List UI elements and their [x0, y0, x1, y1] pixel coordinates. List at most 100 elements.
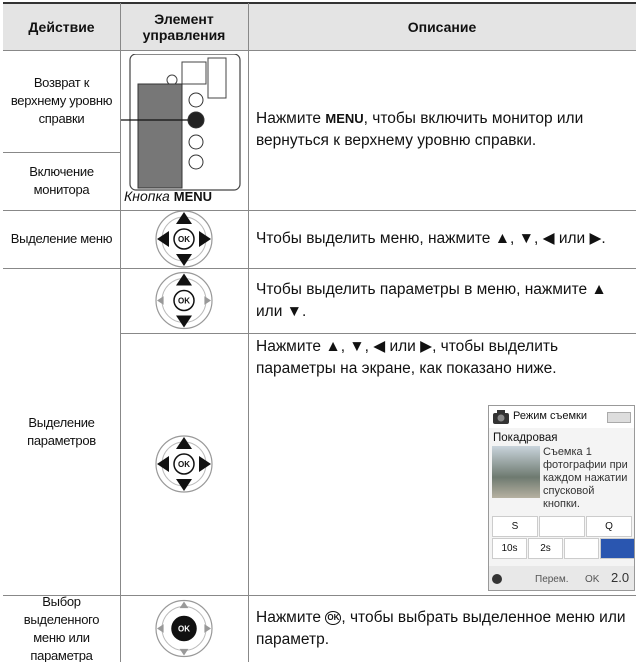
footer-value: 2.0	[611, 570, 630, 585]
arrow	[157, 296, 164, 305]
description: Чтобы выделить меню, нажмите ▲, ▼, ◀ или…	[256, 230, 606, 247]
camera-icon	[493, 410, 509, 424]
footer-label: OK	[585, 574, 600, 585]
ok-label: OK	[178, 297, 190, 306]
arrow	[204, 624, 211, 633]
arrow	[176, 437, 192, 449]
rule	[3, 2, 636, 4]
description-cell: Чтобы выделить параметры в меню, нажмите…	[248, 268, 636, 333]
screen-photo	[492, 446, 540, 498]
arrow	[176, 273, 192, 286]
arrow	[179, 648, 189, 656]
text: Нажмите ▲, ▼, ◀ или ▶, чтобы выделить па…	[256, 338, 559, 377]
ok-label: OK	[178, 235, 190, 244]
rule	[248, 3, 249, 662]
ok-symbol: OK	[325, 610, 342, 625]
arrow	[176, 212, 192, 224]
ok-button	[173, 453, 195, 475]
arrow	[176, 479, 192, 491]
battery	[607, 412, 631, 423]
arrow	[157, 231, 169, 247]
arrow	[199, 456, 211, 472]
multi-selector: OK	[155, 435, 213, 493]
screen-icon: 10s	[492, 538, 527, 559]
footer-label: Перем.	[535, 574, 569, 585]
description-cell: Нажмите MENU, чтобы включить монитор или…	[248, 50, 636, 210]
screen-title: Режим съемки	[513, 410, 587, 422]
caption-button: MENU	[173, 189, 213, 204]
header-cell: Описание	[248, 3, 636, 50]
help-icon	[492, 574, 502, 584]
action: Выделение параметров	[27, 414, 96, 448]
description: Чтобы выделить параметры в меню, нажмите…	[256, 280, 607, 320]
rule	[3, 210, 636, 211]
control-cell: Кнопка MENU	[120, 50, 248, 210]
screen-icon	[564, 538, 599, 559]
rule	[120, 333, 636, 334]
text: , чтобы выбрать выделенное меню или пара…	[256, 608, 626, 648]
screen-icons: S Q 10s 2s	[491, 516, 634, 560]
caption-text: Кнопка	[124, 188, 170, 204]
control-cell: OK	[120, 210, 248, 268]
action-cell: Выделение параметров	[3, 268, 120, 595]
button-name: MENU	[325, 111, 364, 126]
rule	[3, 595, 636, 596]
rule	[3, 268, 636, 269]
text: Нажмите	[256, 608, 326, 626]
header-description: Описание	[407, 18, 477, 35]
camera-illustration	[120, 54, 241, 191]
ok-button	[171, 615, 197, 642]
camera-button	[187, 111, 205, 129]
camera-part	[181, 61, 207, 85]
camera-button	[188, 92, 204, 108]
header-cell: Элемент управления	[120, 3, 248, 50]
rule	[120, 3, 121, 662]
screen-icon: S	[492, 516, 538, 537]
icon-shape	[497, 410, 505, 414]
arrow	[179, 601, 189, 609]
rule	[3, 152, 120, 153]
camera-screen	[137, 83, 183, 189]
action-cell: Возврат к верхнему уровню справки	[3, 50, 120, 152]
screen-mode: Покадровая	[493, 432, 558, 444]
icon-shape	[497, 414, 505, 422]
header-control: Элемент управления	[142, 10, 226, 43]
arrow	[157, 456, 169, 472]
description-cell: Чтобы выделить меню, нажмите ▲, ▼, ◀ или…	[248, 210, 636, 268]
action-cell: Выбор выделенного меню или параметра	[3, 594, 120, 662]
ok-label: OK	[178, 460, 190, 469]
header-cell: Действие	[3, 3, 120, 50]
screen-mockup: Режим съемки Покадровая Съемка 1 фотогра…	[488, 405, 635, 591]
multi-selector: OK	[155, 271, 213, 330]
action: Включение монитора	[29, 164, 94, 197]
action: Выделение меню	[10, 231, 113, 246]
arrow	[176, 315, 192, 328]
multi-selector: OK	[155, 210, 213, 268]
action-cell: Включение монитора	[3, 152, 120, 210]
screen-text: Съемка 1 фотографии при каждом нажатии с…	[543, 446, 628, 510]
control-caption: Кнопка MENU	[124, 188, 212, 204]
screen-icon	[600, 538, 634, 559]
camera-button	[188, 154, 204, 170]
text: Нажмите	[256, 110, 326, 127]
camera-button	[188, 134, 204, 150]
ok-label: OK	[178, 625, 190, 634]
description: Нажмите OK, чтобы выбрать выделенное мен…	[256, 607, 628, 651]
arrow	[204, 296, 211, 305]
description-cell: Нажмите ▲, ▼, ◀ или ▶, чтобы выделить па…	[248, 333, 636, 595]
action-cell: Выделение меню	[3, 210, 120, 268]
description: Нажмите ▲, ▼, ◀ или ▶, чтобы выделить па…	[248, 336, 636, 380]
arrow	[199, 231, 211, 247]
ok-button	[173, 228, 195, 250]
screen-icon: Q	[586, 516, 632, 537]
arrow	[176, 254, 192, 266]
screen-icon: 2s	[528, 538, 563, 559]
description-cell: Нажмите OK, чтобы выбрать выделенное мен…	[248, 595, 636, 662]
screen-titlebar	[489, 406, 634, 428]
camera-part	[207, 57, 227, 99]
text: , чтобы включить монитор или вернуться к…	[256, 110, 584, 149]
ok-button	[173, 289, 195, 312]
description: Нажмите MENU, чтобы включить монитор или…	[256, 108, 628, 152]
screen-icon	[539, 516, 585, 537]
